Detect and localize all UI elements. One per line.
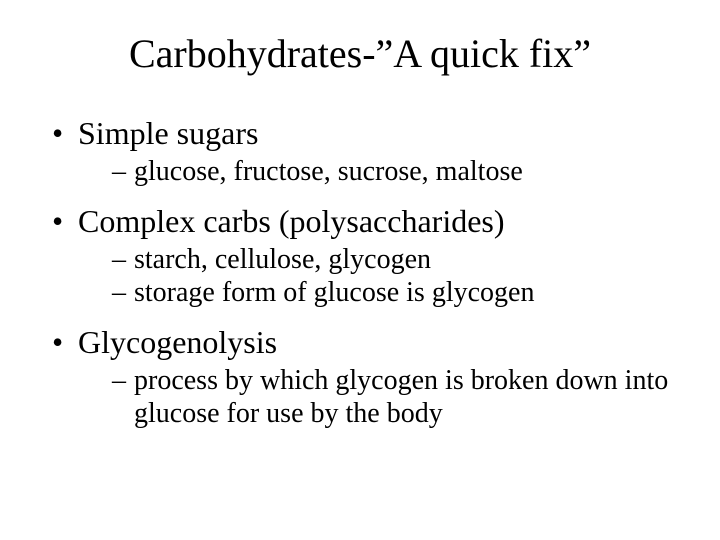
bullet-text: Complex carbs (polysaccharides): [78, 203, 505, 239]
slide-title: Carbohydrates-”A quick fix”: [50, 30, 670, 77]
sub-bullet-item: storage form of glucose is glycogen: [112, 276, 670, 310]
bullet-item: Complex carbs (polysaccharides) starch, …: [50, 201, 670, 310]
sub-bullet-text: glucose, fructose, sucrose, maltose: [134, 156, 523, 187]
sub-bullet-text: process by which glycogen is broken down…: [134, 365, 668, 430]
bullet-item: Simple sugars glucose, fructose, sucrose…: [50, 113, 670, 189]
sub-bullet-text: starch, cellulose, glycogen: [134, 244, 431, 275]
sub-bullet-list: glucose, fructose, sucrose, maltose: [78, 155, 670, 189]
bullet-list: Simple sugars glucose, fructose, sucrose…: [50, 113, 670, 431]
slide: Carbohydrates-”A quick fix” Simple sugar…: [0, 0, 720, 540]
sub-bullet-item: process by which glycogen is broken down…: [112, 364, 670, 431]
sub-bullet-list: starch, cellulose, glycogen storage form…: [78, 243, 670, 310]
sub-bullet-item: starch, cellulose, glycogen: [112, 243, 670, 277]
bullet-text: Simple sugars: [78, 115, 258, 151]
sub-bullet-list: process by which glycogen is broken down…: [78, 364, 670, 431]
sub-bullet-text: storage form of glucose is glycogen: [134, 277, 534, 308]
sub-bullet-item: glucose, fructose, sucrose, maltose: [112, 155, 670, 189]
bullet-text: Glycogenolysis: [78, 324, 277, 360]
bullet-item: Glycogenolysis process by which glycogen…: [50, 322, 670, 431]
